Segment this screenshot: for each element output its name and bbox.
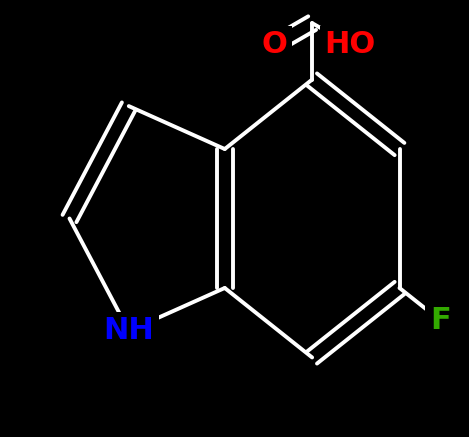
Text: O: O: [262, 30, 287, 59]
Text: HO: HO: [324, 30, 375, 59]
Text: NH: NH: [104, 316, 154, 345]
Text: F: F: [430, 306, 451, 335]
